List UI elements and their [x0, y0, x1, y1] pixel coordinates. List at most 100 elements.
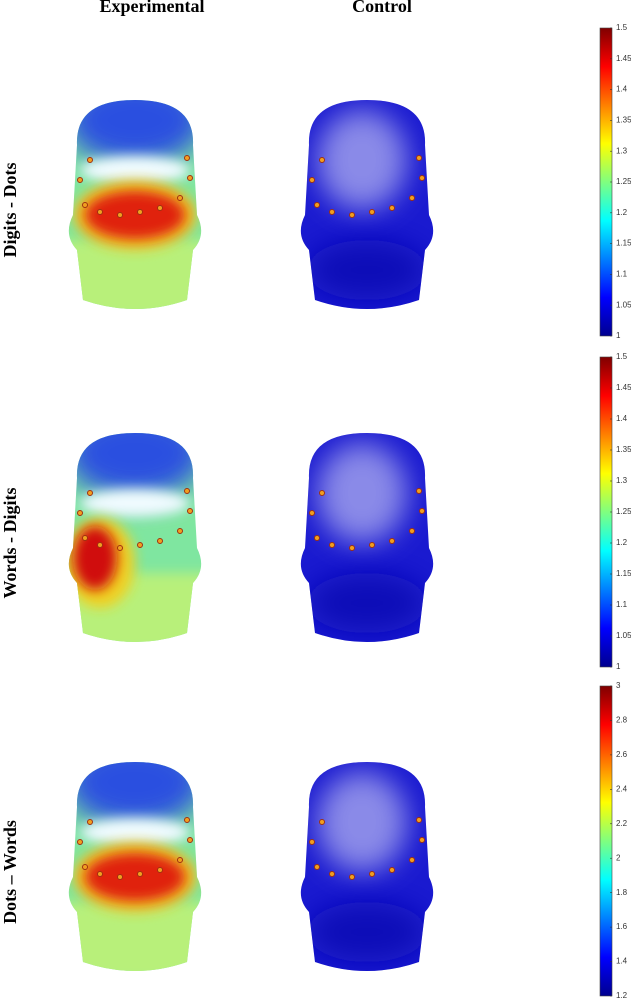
electrode — [87, 157, 93, 163]
electrode — [349, 212, 355, 218]
electrode — [77, 177, 83, 183]
electrode — [409, 195, 415, 201]
head-topography — [68, 433, 202, 642]
electrode — [389, 205, 395, 211]
electrode — [369, 542, 375, 548]
colorbar-tick-label: 1 — [616, 662, 621, 671]
heat-top — [68, 433, 202, 498]
colorbar-tick-label: 1.05 — [616, 300, 631, 309]
electrode — [137, 209, 143, 215]
colorbar-tick-label: 1.35 — [616, 445, 631, 454]
electrode — [187, 508, 193, 514]
electrode — [82, 864, 88, 870]
electrode — [137, 871, 143, 877]
electrode — [117, 545, 123, 551]
colorbar-tick-label: 1.5 — [616, 352, 628, 361]
electrode — [416, 817, 422, 823]
electrode — [97, 209, 103, 215]
electrode — [77, 510, 83, 516]
colorbar-tick-label: 1.6 — [616, 922, 628, 931]
electrode — [309, 177, 315, 183]
electrode — [409, 528, 415, 534]
heat-blob — [85, 853, 185, 901]
colorbar-tick-label: 3 — [616, 681, 621, 690]
electrode — [314, 535, 320, 541]
electrode — [187, 837, 193, 843]
colorbar-tick-label: 1.45 — [616, 54, 631, 63]
electrode — [319, 819, 325, 825]
electrode — [97, 542, 103, 548]
electrode — [329, 209, 335, 215]
electrode — [157, 867, 163, 873]
row-label: Digits - Dots — [0, 163, 20, 258]
heat-glow — [317, 772, 407, 872]
colorbar-tick-label: 2.4 — [616, 784, 628, 793]
electrode — [329, 542, 335, 548]
electrode — [87, 819, 93, 825]
electrode — [419, 837, 425, 843]
colorbar-tick-label: 1.1 — [616, 600, 628, 609]
colorbar-tick-label: 2.2 — [616, 819, 628, 828]
heat-top — [68, 100, 202, 165]
column-header: Control — [352, 0, 412, 16]
electrode — [177, 195, 183, 201]
electrode — [117, 874, 123, 880]
colorbar-tick-label: 1.2 — [616, 538, 628, 547]
heat-mid — [80, 489, 190, 517]
electrode — [409, 857, 415, 863]
head-topography — [68, 100, 202, 309]
electrode — [157, 205, 163, 211]
electrode — [349, 545, 355, 551]
colorbar-tick-label: 2.6 — [616, 750, 628, 759]
colorbar-tick-label: 1.2 — [616, 991, 628, 1000]
colorbar-tick-label: 1.35 — [616, 116, 631, 125]
electrode — [117, 212, 123, 218]
electrode — [177, 528, 183, 534]
colorbar-tick-label: 1.3 — [616, 476, 628, 485]
colorbar-tick-label: 1.15 — [616, 239, 631, 248]
electrode — [309, 839, 315, 845]
electrode — [309, 510, 315, 516]
heat-blob — [73, 526, 117, 590]
electrode — [82, 202, 88, 208]
heat-top — [68, 762, 202, 827]
colorbar-tick-label: 1.45 — [616, 383, 631, 392]
colorbar-tick-label: 2 — [616, 853, 621, 862]
colorbar-tick-label: 1.4 — [616, 414, 628, 423]
head-topography — [68, 762, 202, 971]
electrode — [177, 857, 183, 863]
heat-glow — [307, 573, 427, 633]
heat-blob — [85, 191, 185, 239]
colorbar-tick-label: 1.3 — [616, 146, 628, 155]
heat-lower — [68, 902, 202, 971]
head-topography — [300, 762, 434, 971]
heat-glow — [317, 443, 407, 543]
electrode — [319, 490, 325, 496]
electrode — [187, 175, 193, 181]
electrode — [369, 871, 375, 877]
electrode — [416, 155, 422, 161]
row-label: Words - Digits — [0, 487, 20, 598]
colorbar-tick-label: 1.25 — [616, 177, 631, 186]
electrode — [77, 839, 83, 845]
electrode — [416, 488, 422, 494]
electrode — [314, 202, 320, 208]
colorbar-tick-label: 2.8 — [616, 716, 628, 725]
electrode — [349, 874, 355, 880]
row-label: Dots – Words — [0, 820, 20, 924]
electrode — [419, 508, 425, 514]
electrode — [314, 864, 320, 870]
colorbar-tick-label: 1.4 — [616, 85, 628, 94]
colorbar-tick-label: 1.15 — [616, 569, 631, 578]
heat-glow — [307, 240, 427, 300]
electrode — [82, 535, 88, 541]
electrode — [137, 542, 143, 548]
colorbar-tick-label: 1.8 — [616, 888, 628, 897]
electrode — [97, 871, 103, 877]
electrode — [369, 209, 375, 215]
colorbar-tick-label: 1.5 — [616, 23, 628, 32]
heat-mid — [80, 156, 190, 184]
heat-glow — [307, 902, 427, 962]
colorbar-tick-label: 1.25 — [616, 507, 631, 516]
